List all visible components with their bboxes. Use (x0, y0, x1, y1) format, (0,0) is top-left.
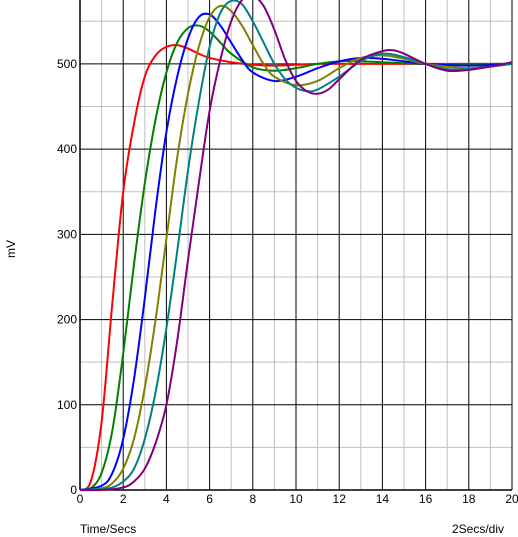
y-tick-label: 100 (57, 398, 77, 412)
x-scale-note: 2Secs/div (452, 522, 505, 536)
x-tick-label: 16 (419, 492, 433, 506)
x-tick-label: 6 (206, 492, 213, 506)
x-axis-label: Time/Secs (80, 522, 137, 536)
y-axis-label-container: mV (0, 240, 20, 266)
x-tick-label: 14 (376, 492, 390, 506)
x-tick-label: 10 (289, 492, 303, 506)
x-tick-label: 8 (249, 492, 256, 506)
x-tick-label: 20 (505, 492, 518, 506)
series-line-5 (79, 0, 513, 491)
x-tick-label: 2 (120, 492, 127, 506)
x-tick-label: 12 (333, 492, 347, 506)
x-tick-label: 4 (163, 492, 170, 506)
series-line-6 (79, 0, 513, 492)
y-tick-label: 400 (57, 142, 77, 156)
y-tick-label: 200 (57, 313, 77, 327)
x-tick-label: 0 (77, 492, 84, 506)
y-tick-labels: 0 100 200 300 400 500 (57, 57, 77, 497)
series-layer (79, 0, 513, 492)
y-tick-label: 0 (70, 483, 77, 497)
x-tick-labels: 0 2 4 6 8 10 12 14 16 18 20 (77, 492, 518, 506)
y-axis-label: mV (4, 240, 18, 258)
series-line-1 (79, 44, 512, 491)
x-tick-label: 18 (462, 492, 476, 506)
y-tick-label: 500 (57, 57, 77, 71)
y-tick-label: 300 (57, 227, 77, 241)
series-line-3 (79, 12, 513, 491)
